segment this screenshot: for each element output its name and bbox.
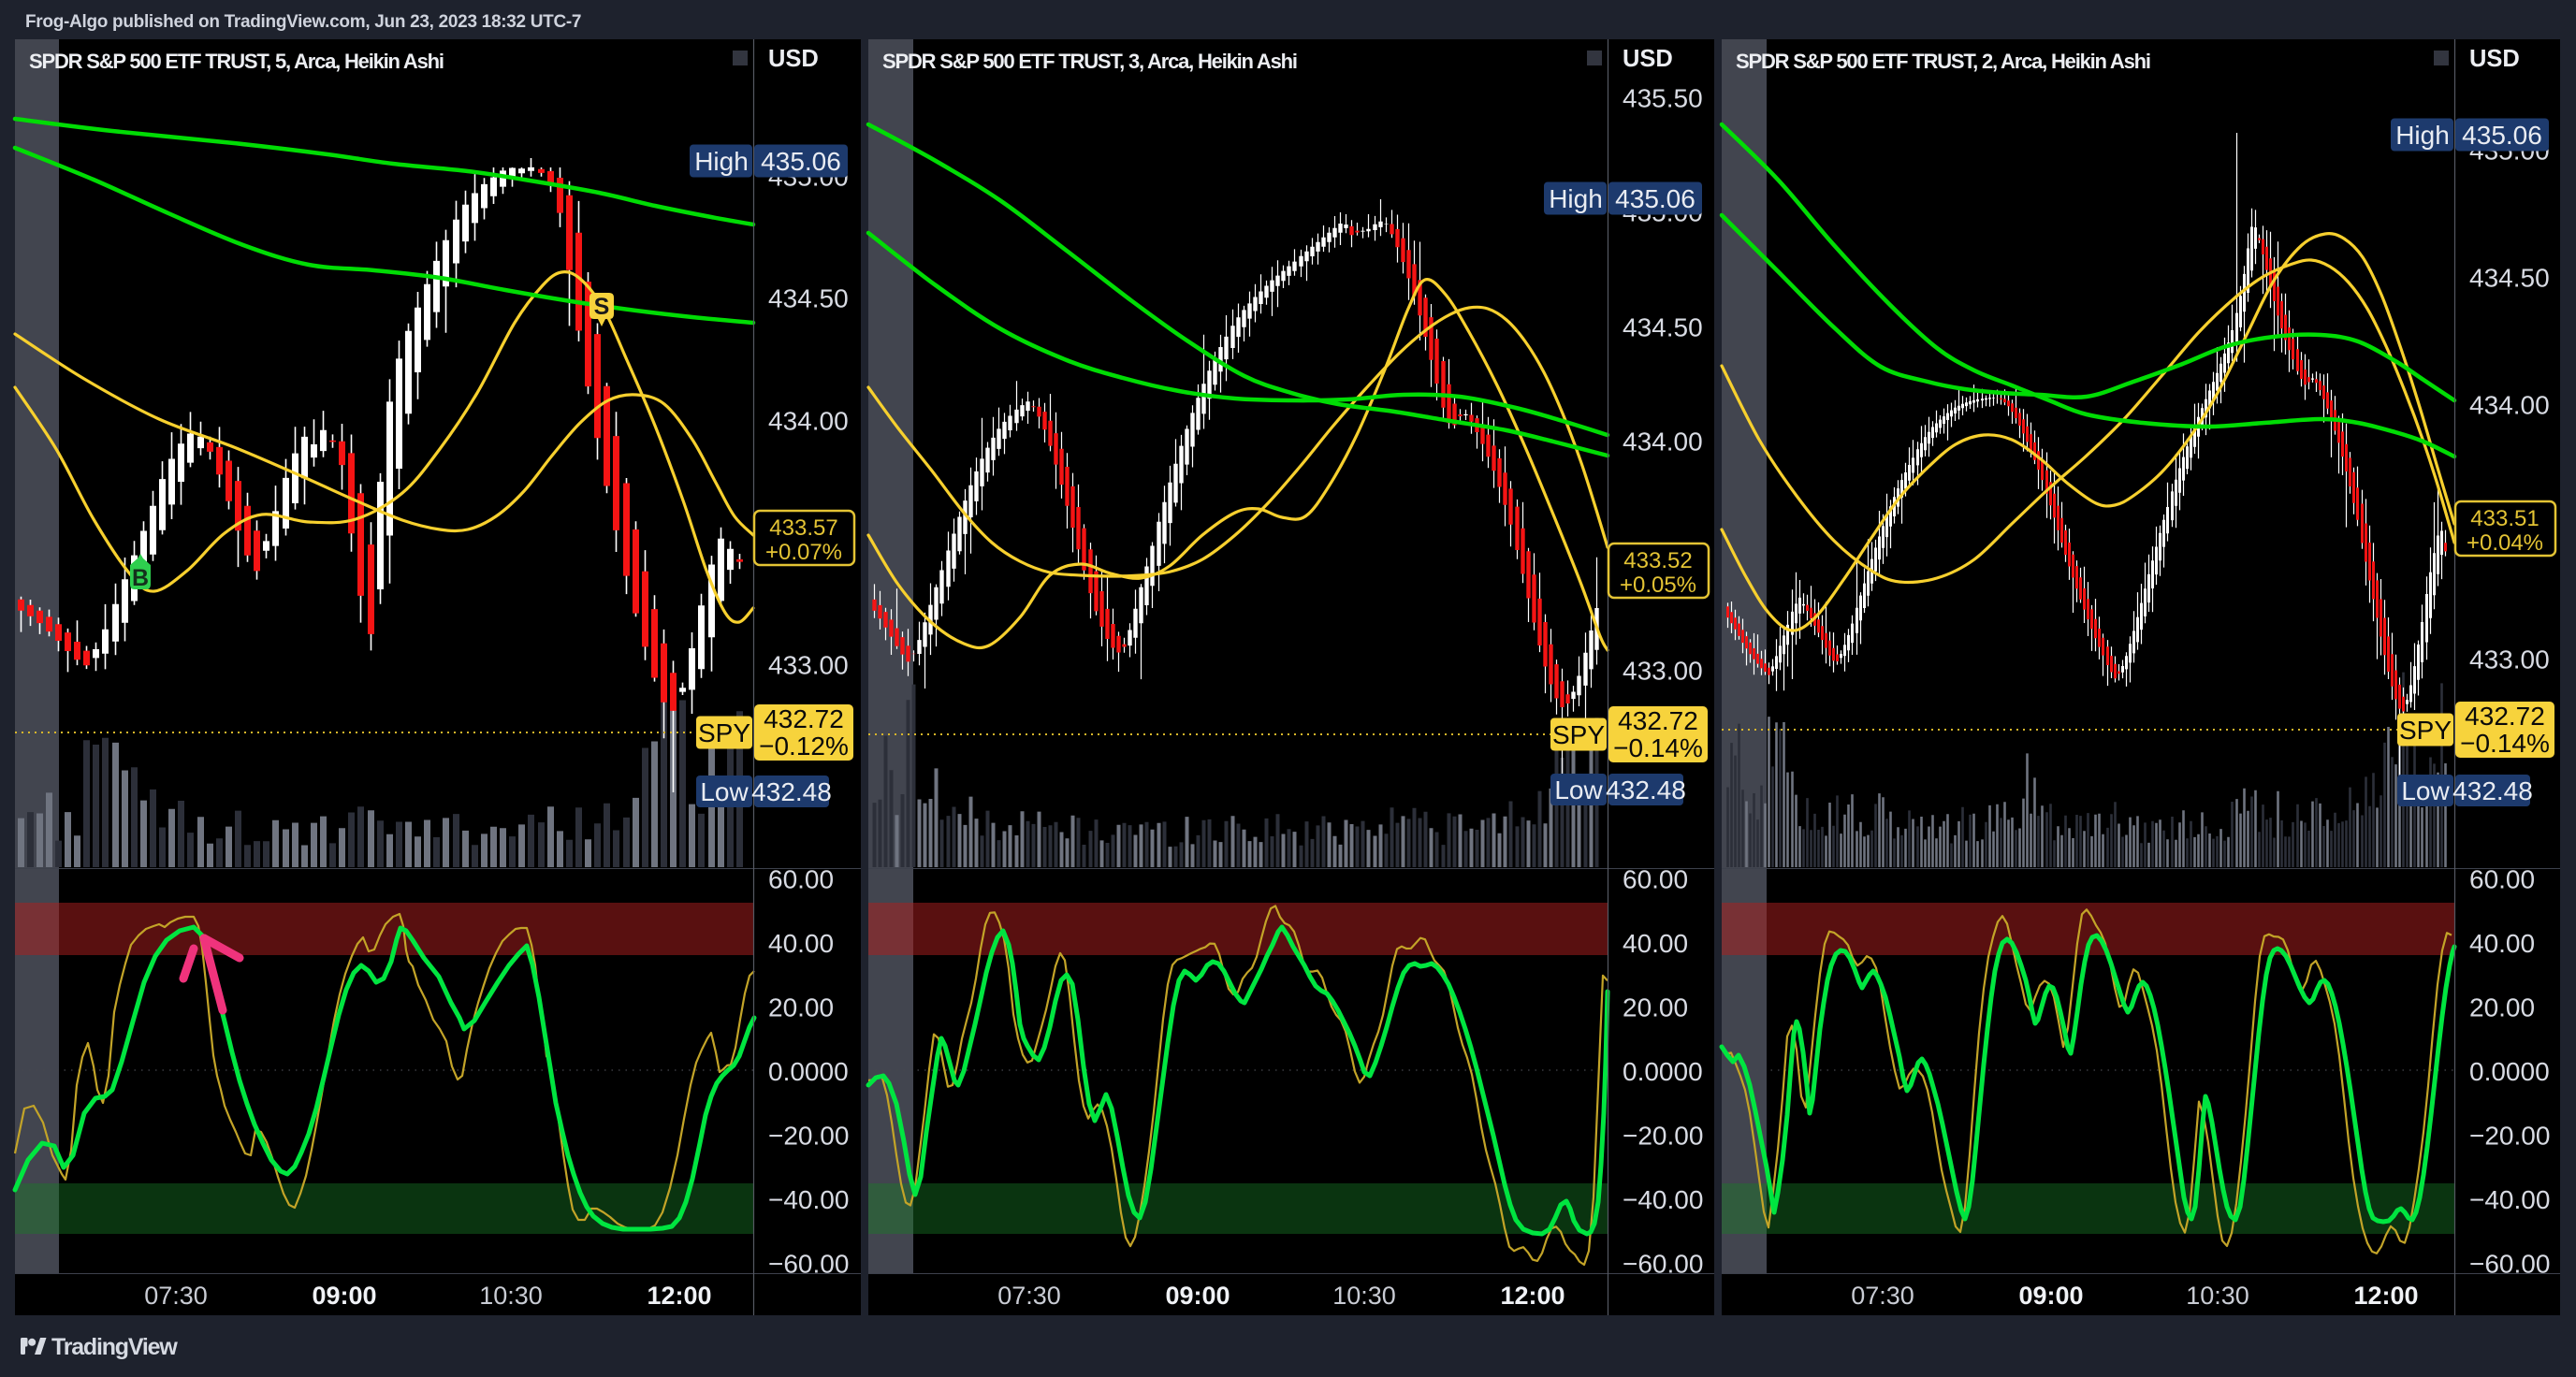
svg-text:434.00: 434.00: [768, 407, 849, 436]
svg-text:+0.05%: +0.05%: [1620, 573, 1696, 598]
svg-text:USD: USD: [2469, 46, 2520, 72]
svg-text:−60.00: −60.00: [768, 1250, 849, 1279]
svg-text:434.50: 434.50: [2469, 264, 2550, 293]
svg-text:TradingView: TradingView: [51, 1334, 178, 1360]
svg-text:SPY: SPY: [2399, 716, 2452, 745]
svg-text:−40.00: −40.00: [2469, 1185, 2550, 1214]
svg-text:432.48: 432.48: [1606, 775, 1686, 804]
svg-text:−40.00: −40.00: [768, 1185, 849, 1214]
svg-text:High: High: [2395, 121, 2450, 150]
svg-text:435.50: 435.50: [1623, 84, 1703, 113]
svg-text:07:30: 07:30: [1851, 1282, 1914, 1310]
svg-text:20.00: 20.00: [2469, 993, 2535, 1022]
svg-text:433.52: 433.52: [1623, 548, 1692, 573]
svg-text:B: B: [132, 565, 149, 591]
svg-text:434.50: 434.50: [768, 284, 849, 313]
svg-text:−0.14%: −0.14%: [2460, 729, 2550, 758]
svg-text:10:30: 10:30: [479, 1282, 543, 1310]
svg-text:+0.07%: +0.07%: [765, 540, 842, 565]
svg-text:09:00: 09:00: [1165, 1282, 1230, 1310]
svg-text:+0.04%: +0.04%: [2467, 530, 2543, 556]
svg-text:434.00: 434.00: [1623, 428, 1703, 457]
svg-text:09:00: 09:00: [312, 1282, 376, 1310]
svg-text:433.00: 433.00: [768, 651, 849, 680]
svg-text:10:30: 10:30: [2186, 1282, 2249, 1310]
svg-text:−40.00: −40.00: [1623, 1185, 1703, 1214]
svg-text:435.06: 435.06: [1615, 184, 1696, 213]
svg-text:SPY: SPY: [698, 718, 750, 747]
svg-text:Low: Low: [1554, 775, 1603, 804]
svg-text:−20.00: −20.00: [768, 1122, 849, 1151]
svg-text:432.48: 432.48: [751, 777, 832, 806]
svg-text:433.00: 433.00: [1623, 657, 1703, 686]
svg-text:60.00: 60.00: [2469, 865, 2535, 894]
svg-text:40.00: 40.00: [1623, 929, 1688, 958]
svg-text:High: High: [1549, 184, 1603, 213]
svg-text:SPY: SPY: [1552, 720, 1605, 749]
svg-text:10:30: 10:30: [1332, 1282, 1396, 1310]
svg-text:Frog-Algo published on Trading: Frog-Algo published on TradingView.com, …: [25, 12, 581, 32]
svg-text:S: S: [594, 294, 610, 320]
svg-text:−20.00: −20.00: [2469, 1122, 2550, 1151]
svg-text:432.72: 432.72: [1618, 706, 1698, 735]
svg-text:432.72: 432.72: [764, 704, 844, 733]
svg-text:20.00: 20.00: [1623, 993, 1688, 1022]
svg-text:433.51: 433.51: [2470, 506, 2539, 531]
svg-text:09:00: 09:00: [2018, 1282, 2083, 1310]
svg-text:60.00: 60.00: [768, 865, 834, 894]
svg-text:SPDR S&P 500 ETF TRUST, 2, Arc: SPDR S&P 500 ETF TRUST, 2, Arca, Heikin …: [1736, 50, 2150, 73]
svg-text:12:00: 12:00: [1500, 1282, 1565, 1310]
svg-text:0.0000: 0.0000: [768, 1057, 849, 1086]
svg-text:Low: Low: [2401, 776, 2450, 805]
svg-text:Low: Low: [700, 777, 749, 806]
svg-text:0.0000: 0.0000: [2469, 1057, 2550, 1086]
svg-text:07:30: 07:30: [997, 1282, 1061, 1310]
svg-text:40.00: 40.00: [768, 929, 834, 958]
svg-text:−0.12%: −0.12%: [759, 732, 849, 761]
svg-text:432.72: 432.72: [2465, 702, 2545, 731]
svg-text:SPDR S&P 500 ETF TRUST, 5, Arc: SPDR S&P 500 ETF TRUST, 5, Arca, Heikin …: [29, 50, 444, 73]
svg-text:High: High: [694, 147, 749, 176]
svg-text:433.00: 433.00: [2469, 645, 2550, 674]
svg-text:20.00: 20.00: [768, 993, 834, 1022]
svg-text:432.48: 432.48: [2452, 776, 2533, 805]
svg-text:40.00: 40.00: [2469, 929, 2535, 958]
svg-text:12:00: 12:00: [647, 1282, 711, 1310]
svg-text:12:00: 12:00: [2353, 1282, 2418, 1310]
svg-text:USD: USD: [1623, 46, 1673, 72]
svg-text:0.0000: 0.0000: [1623, 1057, 1703, 1086]
svg-text:−0.14%: −0.14%: [1613, 733, 1703, 762]
svg-text:60.00: 60.00: [1623, 865, 1688, 894]
svg-text:−60.00: −60.00: [1623, 1250, 1703, 1279]
svg-text:434.00: 434.00: [2469, 391, 2550, 420]
svg-text:SPDR S&P 500 ETF TRUST, 3, Arc: SPDR S&P 500 ETF TRUST, 3, Arca, Heikin …: [882, 50, 1297, 73]
svg-text:07:30: 07:30: [144, 1282, 208, 1310]
svg-text:USD: USD: [768, 46, 819, 72]
svg-text:435.06: 435.06: [2462, 121, 2542, 150]
svg-text:433.57: 433.57: [769, 515, 837, 541]
svg-text:−20.00: −20.00: [1623, 1122, 1703, 1151]
svg-text:434.50: 434.50: [1623, 313, 1703, 342]
svg-text:435.06: 435.06: [761, 147, 841, 176]
svg-text:−60.00: −60.00: [2469, 1250, 2550, 1279]
